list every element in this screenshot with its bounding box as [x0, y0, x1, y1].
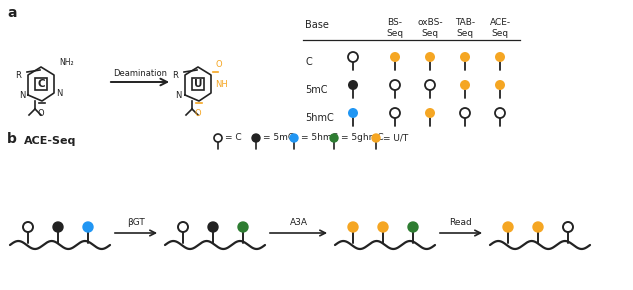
Circle shape [425, 108, 435, 118]
Circle shape [378, 222, 388, 232]
Text: U: U [194, 79, 203, 89]
Text: 5hmC: 5hmC [305, 113, 334, 123]
Text: = C: = C [225, 133, 242, 142]
Text: N: N [175, 90, 182, 99]
Circle shape [23, 222, 33, 232]
Circle shape [372, 134, 380, 142]
Circle shape [214, 134, 222, 142]
Text: Read: Read [449, 218, 472, 227]
Text: = U/T: = U/T [383, 133, 408, 142]
Circle shape [408, 222, 418, 232]
Circle shape [238, 222, 248, 232]
Text: R: R [172, 70, 178, 79]
Text: 5mC: 5mC [305, 85, 327, 95]
Text: O: O [216, 60, 223, 69]
Circle shape [390, 52, 400, 62]
Circle shape [348, 222, 358, 232]
Text: R: R [15, 70, 21, 79]
Text: O: O [195, 109, 201, 118]
Text: NH₂: NH₂ [59, 58, 73, 67]
Text: C: C [305, 57, 311, 67]
Text: N: N [18, 90, 25, 99]
Text: ACE-Seq: ACE-Seq [24, 136, 77, 146]
Circle shape [83, 222, 93, 232]
Circle shape [290, 134, 298, 142]
Circle shape [460, 52, 470, 62]
Text: N: N [56, 88, 63, 97]
Text: Deamination: Deamination [113, 69, 167, 78]
Circle shape [495, 108, 505, 118]
Circle shape [495, 80, 505, 90]
Text: ACE-
Seq: ACE- Seq [489, 18, 511, 38]
Text: Base: Base [305, 20, 329, 30]
Circle shape [208, 222, 218, 232]
Circle shape [503, 222, 513, 232]
Circle shape [390, 108, 400, 118]
Circle shape [330, 134, 338, 142]
Text: = 5ghmC: = 5ghmC [341, 133, 384, 142]
Text: = 5hmC: = 5hmC [301, 133, 338, 142]
Circle shape [390, 80, 400, 90]
Circle shape [252, 134, 260, 142]
Text: a: a [7, 6, 16, 20]
Text: NH: NH [215, 80, 228, 89]
Circle shape [425, 80, 435, 90]
Circle shape [348, 52, 358, 62]
Circle shape [53, 222, 63, 232]
Text: oxBS-
Seq: oxBS- Seq [417, 18, 443, 38]
Text: b: b [7, 132, 17, 146]
Text: A3A: A3A [289, 218, 308, 227]
Circle shape [533, 222, 543, 232]
Text: BS-
Seq: BS- Seq [386, 18, 404, 38]
Circle shape [495, 52, 505, 62]
Text: TAB-
Seq: TAB- Seq [455, 18, 475, 38]
Circle shape [460, 108, 470, 118]
Text: = 5mC: = 5mC [263, 133, 294, 142]
Text: βGT: βGT [127, 218, 145, 227]
Text: C: C [37, 79, 45, 89]
Circle shape [348, 108, 358, 118]
Circle shape [563, 222, 573, 232]
Circle shape [460, 80, 470, 90]
Text: O: O [38, 109, 44, 118]
Circle shape [178, 222, 188, 232]
FancyBboxPatch shape [192, 78, 204, 90]
Circle shape [425, 52, 435, 62]
Circle shape [348, 80, 358, 90]
FancyBboxPatch shape [35, 78, 47, 90]
